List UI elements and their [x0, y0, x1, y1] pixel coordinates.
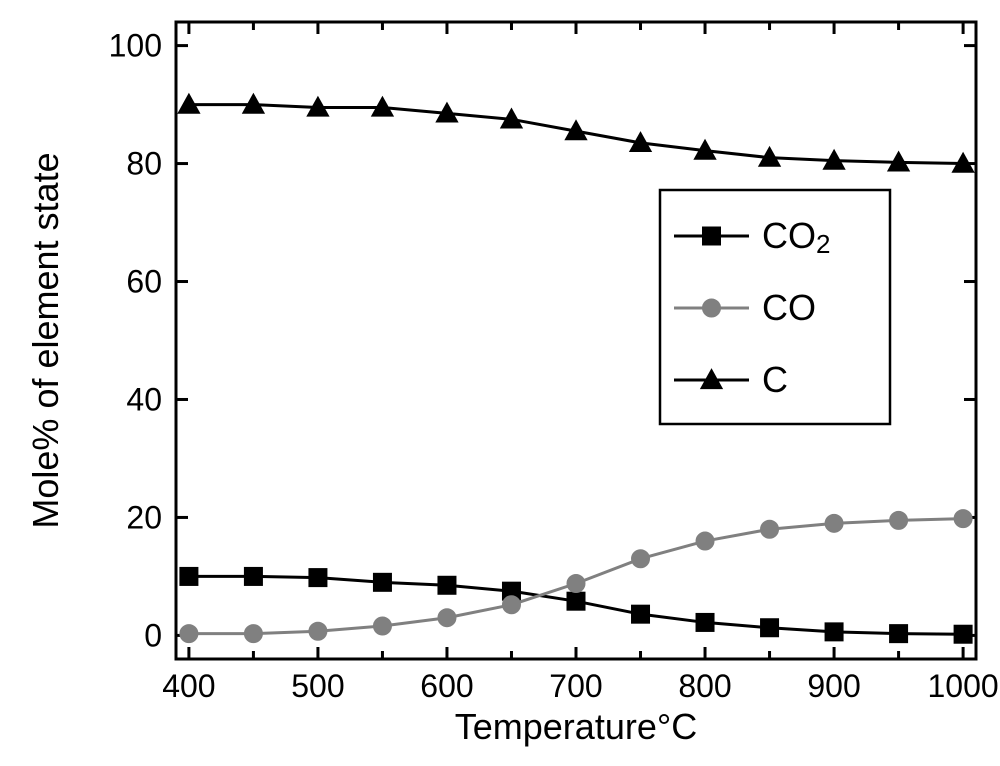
x-tick-label: 800 — [678, 668, 731, 704]
legend: CO2COC — [660, 190, 890, 424]
legend-label-C: C — [762, 359, 788, 400]
x-tick-label: 1000 — [928, 668, 999, 704]
legend-label-CO: CO — [762, 287, 816, 328]
x-tick-label: 700 — [549, 668, 602, 704]
line-chart: 400 500 600 700 800 900 1000 0 20 40 60 80 100 Temper… — [0, 0, 1000, 766]
y-axis-title: Mole% of element state — [25, 152, 66, 528]
y-tick-label: 100 — [109, 28, 162, 64]
x-axis-title: Temperature°C — [455, 706, 698, 747]
x-tick-label: 400 — [162, 668, 215, 704]
y-tick-label: 80 — [126, 146, 162, 182]
series-C — [178, 94, 974, 172]
y-tick-label: 20 — [126, 499, 162, 535]
x-tick-label: 900 — [807, 668, 860, 704]
y-tick-label: 40 — [126, 381, 162, 417]
x-tick-label: 600 — [420, 668, 473, 704]
chart-container: 400 500 600 700 800 900 1000 0 20 40 60 80 100 Temper… — [0, 0, 1000, 766]
y-tick-label: 60 — [126, 264, 162, 300]
y-tick-label: 0 — [144, 617, 162, 653]
x-tick-label: 500 — [291, 668, 344, 704]
